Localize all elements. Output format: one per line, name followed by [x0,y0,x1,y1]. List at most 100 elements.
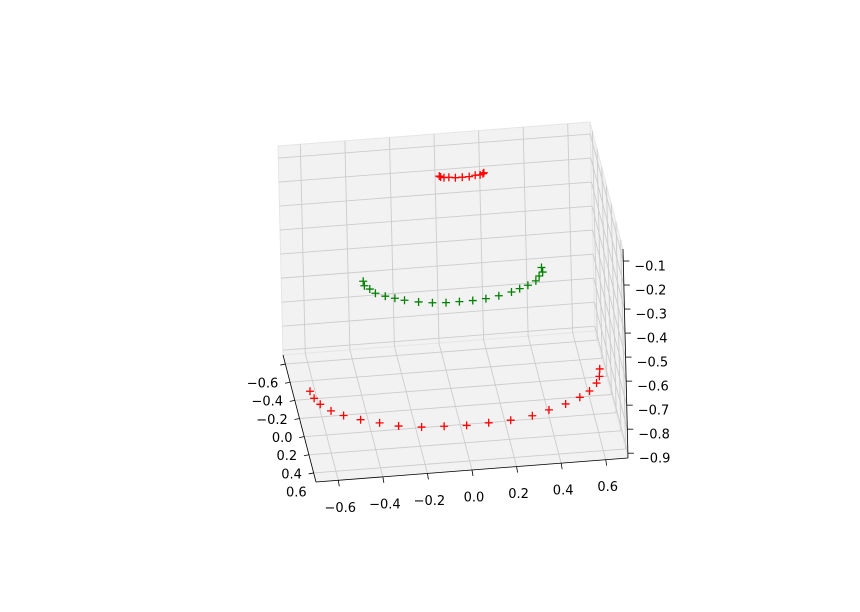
grid-line [308,430,621,456]
grid-line [590,157,625,286]
axis-line [622,248,629,459]
marker [439,173,448,182]
z-tick-label: −0.9 [639,452,671,467]
marker [356,415,365,424]
grid-line [592,229,627,358]
x-tick-label: 0.4 [553,484,574,499]
marker [595,364,604,373]
tick-mark [289,399,295,402]
tick-mark [427,473,429,480]
marker [436,172,445,181]
marker [400,296,409,305]
x-tick-label: −0.4 [369,497,401,512]
grid-line [299,144,306,354]
marker [494,291,503,300]
marker [414,297,423,306]
tick-mark [382,476,385,483]
marker [375,418,384,427]
marker [468,296,477,305]
marker [360,281,369,290]
marker [537,263,546,272]
grid-line [388,137,395,347]
y-tick-label: 0.0 [272,431,293,446]
grid-line [281,277,594,303]
grid-line [290,357,603,383]
grid-line [593,302,628,430]
marker [592,379,601,388]
marker [481,294,490,303]
x-tick-label: −0.2 [414,494,446,509]
marker [359,277,368,286]
grid-line [344,140,351,350]
z-tick-label: −0.8 [638,428,670,443]
marker [544,405,553,414]
grid-line [282,325,595,351]
marker [371,289,380,298]
y-tick-label: 0.2 [277,449,298,464]
marker [575,393,584,402]
marker [339,411,348,420]
grid-line [279,205,593,231]
grid-line [594,326,629,454]
marker [585,386,594,395]
marker [595,372,604,381]
y-tick-label: −0.2 [256,413,288,428]
grid-line [592,254,627,382]
tick-mark [471,469,474,477]
grid-line [278,133,591,159]
z-tick-label: −0.7 [638,404,670,419]
y-tick-label: −0.4 [251,395,283,410]
y-tick-label: −0.6 [247,377,279,392]
grid-line [593,278,628,406]
marker [316,400,325,409]
x-tick-label: 0.2 [508,487,529,502]
grid-line [279,181,592,207]
z-tick-label: −0.3 [635,308,667,323]
grid-line [591,205,626,334]
x-tick-label: 0.6 [597,480,618,495]
marker [381,292,390,301]
tick-mark [299,436,305,439]
marker [310,394,319,403]
axis-line [315,457,629,483]
axis-line [282,354,317,483]
marker [394,422,403,431]
marker [442,298,451,307]
tick-mark [560,463,563,470]
marker [484,418,493,427]
marker [306,387,315,396]
marker [531,276,540,285]
tick-mark [308,472,314,475]
marker [440,422,449,431]
z-tick-label: −0.6 [637,380,669,395]
marker [465,172,474,181]
grid-line [285,339,598,365]
grid-line [280,229,593,255]
tick-mark [516,466,518,473]
marker [515,284,524,293]
grid-line [281,253,594,279]
marker [523,281,532,290]
grid-line [294,375,607,401]
marker [327,406,336,415]
y-tick-label: 0.4 [281,467,302,482]
tick-mark [337,480,340,487]
tick-mark [284,381,291,384]
marker [365,285,374,294]
grid-line [304,412,617,438]
x-tick-label: 0.0 [464,491,485,506]
grid-line [567,123,574,333]
grid-line [282,301,595,327]
grid-line [278,157,591,183]
grid-line [433,133,440,344]
grid-line [589,133,624,262]
z-tick-label: −0.1 [634,260,666,275]
marker [428,298,437,307]
z-tick-label: −0.2 [635,284,667,299]
grid-line [522,127,529,337]
tick-mark [280,363,286,366]
marker [458,173,467,182]
z-tick-label: −0.4 [636,332,668,347]
grid-line [591,181,625,310]
